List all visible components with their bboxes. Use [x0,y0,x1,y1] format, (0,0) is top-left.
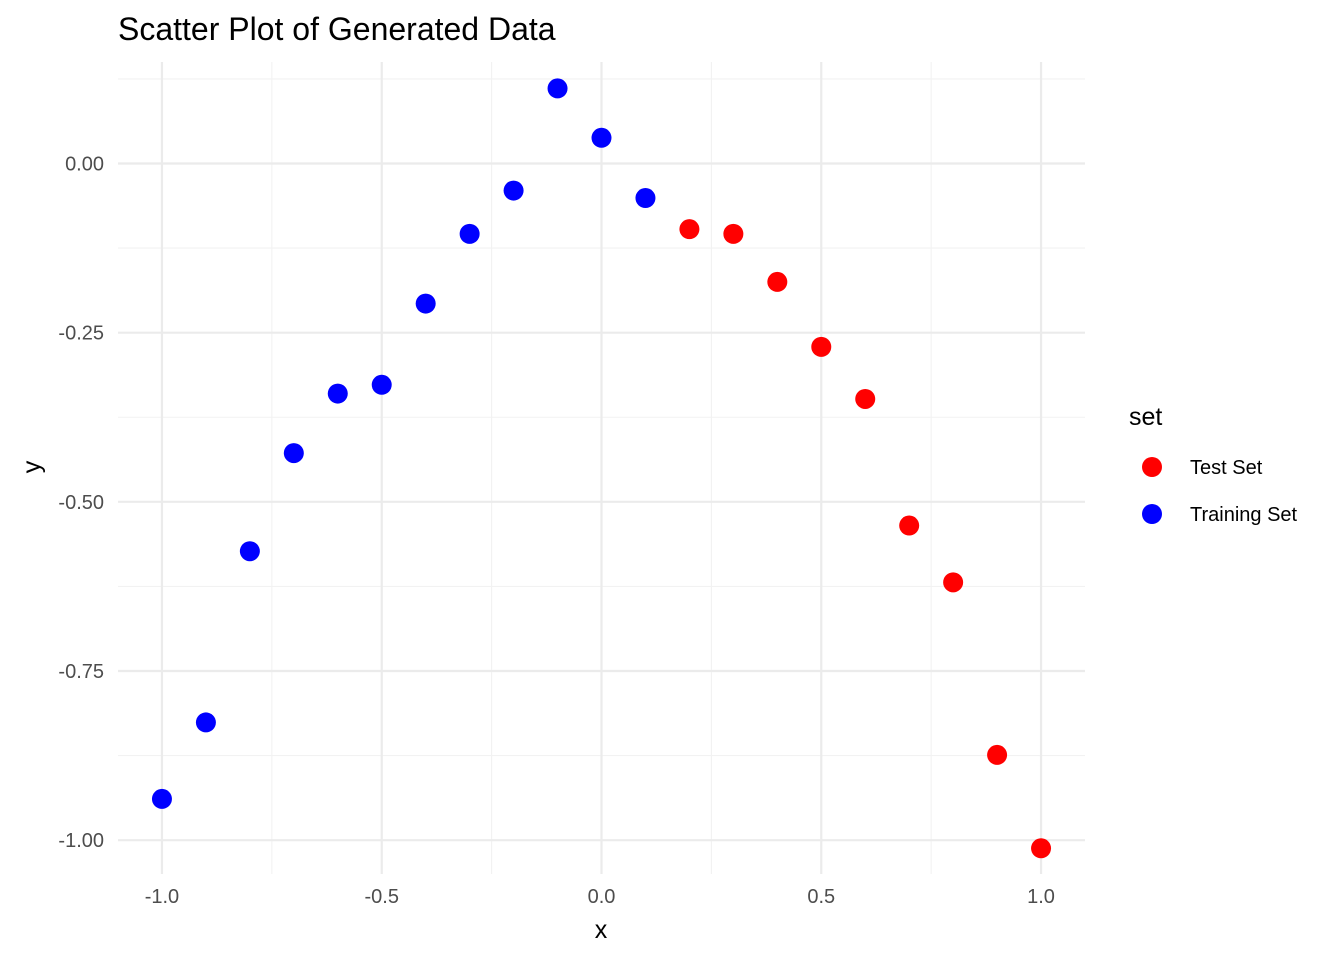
data-point [811,336,832,357]
chart-title: Scatter Plot of Generated Data [118,11,556,47]
data-point [943,572,964,593]
data-points [151,78,1052,859]
data-point [195,712,216,733]
data-point [855,388,876,409]
x-axis-ticks: -1.0 -0.5 0.0 0.5 1.0 [145,886,1055,908]
legend-key [1142,457,1162,477]
data-point [723,223,744,244]
data-point [371,374,392,395]
x-tick-label: 0.0 [588,886,616,908]
data-point [679,219,700,240]
legend-key [1142,504,1162,524]
data-point [459,223,480,244]
data-point [1031,838,1052,859]
x-axis-title: x [595,916,608,944]
data-point [503,180,524,201]
data-point [767,271,788,292]
x-tick-label: 0.5 [807,886,835,908]
x-tick-label: -1.0 [145,886,179,908]
legend-label: Test Set [1190,457,1263,479]
y-axis-title: y [18,460,46,473]
data-point [151,788,172,809]
data-point [547,78,568,99]
data-point [899,515,920,536]
data-point [415,293,436,314]
legend: set Test Set Training Set [1129,403,1298,526]
legend-label: Training Set [1190,504,1298,526]
y-tick-label: 0.00 [65,154,104,176]
x-tick-label: -0.5 [364,886,398,908]
data-point [239,541,260,562]
y-axis-ticks: -1.00 -0.75 -0.50 -0.25 0.00 [58,154,104,853]
data-point [283,443,304,464]
data-point [327,383,348,404]
data-point [987,744,1008,765]
grid-lines [118,62,1085,874]
y-tick-label: -1.00 [58,830,104,852]
legend-title: set [1129,403,1162,431]
y-tick-label: -0.75 [58,661,104,683]
x-tick-label: 1.0 [1027,886,1055,908]
y-tick-label: -0.50 [58,492,104,514]
y-tick-label: -0.25 [58,323,104,345]
data-point [635,188,656,209]
data-point [591,127,612,148]
